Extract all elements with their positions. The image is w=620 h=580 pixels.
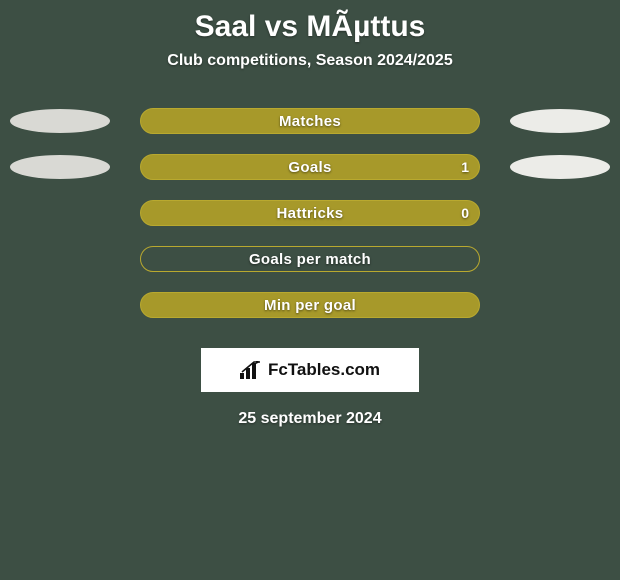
branding-badge: FcTables.com	[201, 348, 419, 392]
stat-rows: Matches Goals1 Hattricks0 Goals per match Mi…	[0, 98, 620, 328]
stat-label: Min per goal	[141, 293, 479, 317]
stat-bar: Min per goal	[140, 292, 480, 318]
infographic-container: Saal vs MÃµttus Club competitions, Seaso…	[0, 0, 620, 428]
stat-value: 0	[461, 201, 469, 225]
right-oval	[510, 155, 610, 179]
stat-row: Matches	[0, 98, 620, 144]
stat-row: Hattricks0	[0, 190, 620, 236]
left-oval	[10, 109, 110, 133]
stat-value: 1	[461, 155, 469, 179]
left-oval	[10, 155, 110, 179]
date-text: 25 september 2024	[0, 410, 620, 428]
stat-bar: Matches	[140, 108, 480, 134]
stat-label: Matches	[141, 109, 479, 133]
subtitle: Club competitions, Season 2024/2025	[0, 52, 620, 98]
right-oval	[510, 109, 610, 133]
stat-row: Goals per match	[0, 236, 620, 282]
stat-row: Goals1	[0, 144, 620, 190]
stat-row: Min per goal	[0, 282, 620, 328]
stat-label: Goals	[141, 155, 479, 179]
stat-bar: Goals per match	[140, 246, 480, 272]
page-title: Saal vs MÃµttus	[0, 0, 620, 52]
branding-icon	[240, 361, 262, 379]
stat-bar: Hattricks0	[140, 200, 480, 226]
branding-text: FcTables.com	[268, 360, 380, 380]
stat-bar: Goals1	[140, 154, 480, 180]
stat-label: Hattricks	[141, 201, 479, 225]
stat-label: Goals per match	[141, 247, 479, 271]
